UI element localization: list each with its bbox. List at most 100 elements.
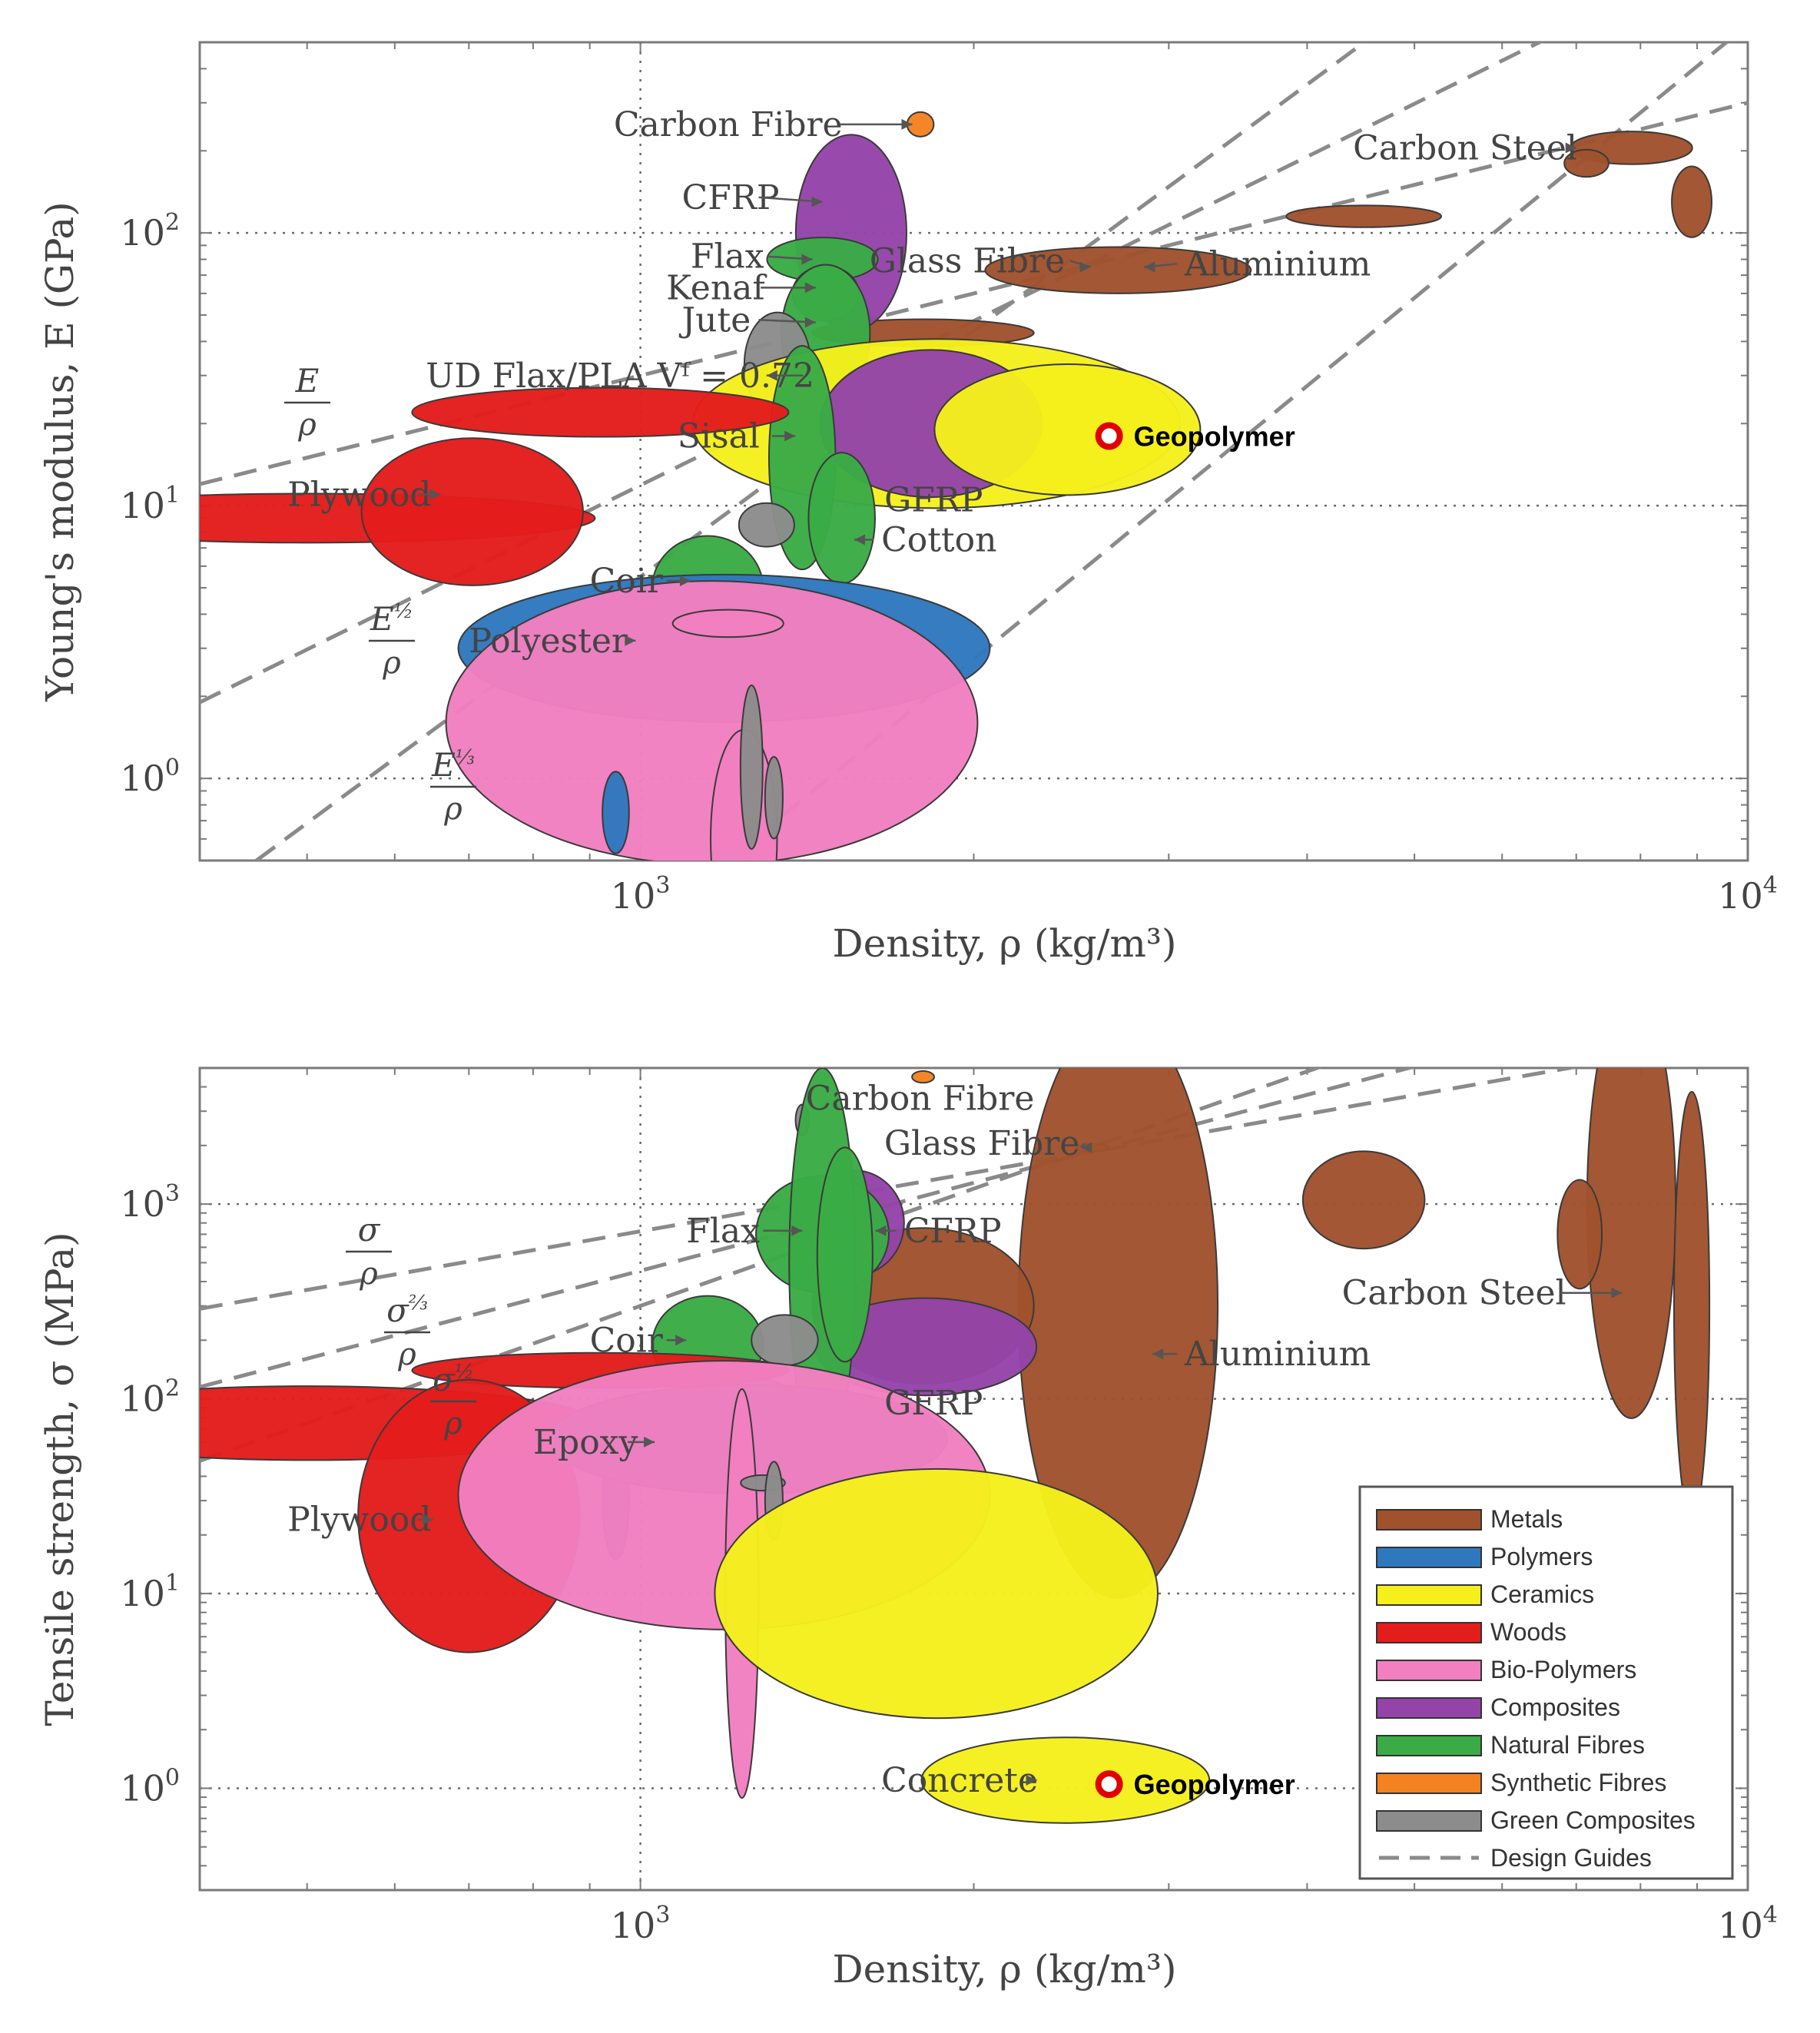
legend-swatch: [1376, 1697, 1482, 1719]
guide-label-denominator: ρ: [359, 1256, 378, 1292]
label-carbon-steel: Carbon Steel: [1342, 1274, 1566, 1313]
guide-label-numerator: σ: [358, 1211, 381, 1249]
region-bio-polymers: [445, 580, 979, 861]
arrow-head: [675, 1335, 687, 1346]
arrow-head: [1144, 261, 1155, 273]
label-ud-flax-pla-v-0-72: UD Flax/PLA Vᶠ = 0.72: [426, 357, 814, 396]
arrow-head: [625, 635, 636, 646]
region-green-composites: [739, 684, 764, 850]
label-cotton: Cotton: [881, 520, 996, 559]
guide-label-g2: σ⅔ ρ: [384, 1292, 430, 1372]
guide-label-g2: E½ ρ: [369, 600, 415, 681]
legend-label: Natural Fibres: [1490, 1731, 1645, 1759]
region-metals: [1301, 1150, 1426, 1250]
region-metals: [1586, 1068, 1677, 1419]
legend: Metals Polymers Ceramics Woods Bio-Polymers C…: [1358, 1485, 1734, 1880]
guide-label-denominator: ρ: [397, 1337, 416, 1372]
label-coir: Coir: [590, 1321, 664, 1360]
x-axis-title: Density, ρ (kg/m³): [833, 921, 1177, 966]
y-axis-title: Young's modulus, E (GPa): [38, 201, 82, 701]
x-tick-label: 104: [1718, 872, 1778, 917]
label-polyester: Polyester: [469, 622, 628, 661]
legend-item-synthetic-fibres: Synthetic Fibres: [1376, 1769, 1666, 1796]
legend-swatch: [1376, 1622, 1482, 1643]
y-tick-label: 101: [120, 482, 180, 526]
arrow-head: [901, 118, 913, 130]
legend-item-bio-polymers: Bio-Polymers: [1376, 1656, 1636, 1683]
region-metals: [1672, 1090, 1711, 1521]
label-gfrp: GFRP: [884, 481, 983, 520]
arrow-head: [784, 430, 796, 442]
arrow-head: [804, 282, 816, 294]
guide-label-denominator: ρ: [443, 791, 462, 827]
label-glass-fibre: Glass Fibre: [870, 241, 1065, 280]
legend-swatch: [1376, 1810, 1482, 1832]
arrow-head: [422, 1514, 433, 1525]
label-aluminium: Aluminium: [1184, 244, 1371, 284]
arrow-head: [1152, 1348, 1164, 1360]
label-carbon-steel: Carbon Steel: [1353, 128, 1577, 167]
arrow-head: [1081, 1142, 1092, 1153]
x-tick-label: 104: [1718, 1902, 1778, 1946]
guide-label-numerator: σ½: [433, 1361, 474, 1398]
region-bio-polymers: [671, 609, 784, 638]
guide-label-g3: E⅓ ρ: [430, 746, 476, 827]
region-polymers: [602, 771, 630, 854]
legend-item-composites: Composites: [1376, 1693, 1620, 1721]
region-green-composites: [751, 1314, 819, 1367]
guide-label-g1: Eρ: [284, 362, 330, 443]
design-guide-line: [200, 1068, 1323, 1463]
x-axis-title: Density, ρ (kg/m³): [833, 1947, 1177, 1992]
region-ceramics: [714, 1468, 1159, 1720]
guide-label-g1: σρ: [346, 1211, 392, 1292]
chart-modulus-vs-density: 103 104 100 101 102 Density, ρ (kg/m³) Young's…: [38, 41, 1778, 966]
geopolymer-marker: [1095, 1770, 1123, 1799]
label-kenaf: Kenaf: [666, 268, 767, 307]
label-plywood: Plywood: [287, 475, 431, 514]
plot-content: [200, 42, 1748, 861]
legend-label: Design Guides: [1490, 1844, 1652, 1872]
label-glass-fibre: Glass Fibre: [884, 1124, 1079, 1163]
design-guide-line: [255, 42, 1368, 861]
region-metals: [1556, 1179, 1603, 1290]
label-gfrp: GFRP: [884, 1384, 983, 1423]
region-natural-fibres: [807, 452, 876, 585]
legend-swatch: [1376, 1660, 1482, 1681]
plot-content: [200, 1068, 1711, 1824]
legend-label: Green Composites: [1490, 1806, 1696, 1834]
region-natural-fibres: [816, 1146, 874, 1363]
arrow-head: [854, 534, 865, 546]
guide-label-denominator: ρ: [443, 1406, 462, 1441]
label-epoxy: Epoxy: [533, 1423, 638, 1462]
y-tick-label: 102: [120, 209, 180, 254]
legend-item-design-guides: Design Guides: [1379, 1844, 1652, 1872]
legend-label: Composites: [1490, 1693, 1620, 1721]
y-tick-label: 100: [120, 1764, 180, 1809]
x-tick-label: 103: [611, 872, 671, 917]
legend-item-natural-fibres: Natural Fibres: [1376, 1731, 1645, 1759]
arrow-head: [1611, 1287, 1623, 1298]
arrow-head: [429, 489, 441, 500]
y-tick-label: 100: [120, 754, 180, 799]
arrow-head: [801, 254, 813, 265]
arrow-head: [766, 370, 777, 381]
geopolymer-marker: [1095, 422, 1123, 450]
guide-label-numerator: E½: [370, 600, 413, 638]
legend-label: Polymers: [1490, 1543, 1593, 1570]
guide-label-g3: σ½ ρ: [430, 1361, 476, 1441]
label-coir: Coir: [590, 562, 664, 601]
legend-item-woods: Woods: [1376, 1618, 1566, 1646]
guide-label-numerator: E: [295, 362, 320, 400]
label-concrete: Concrete: [881, 1761, 1038, 1800]
arrow-head: [644, 1436, 655, 1448]
label-sisal: Sisal: [678, 417, 760, 456]
legend-label: Woods: [1490, 1618, 1566, 1646]
region-ceramics: [920, 1736, 1211, 1824]
region-metals: [1671, 165, 1712, 238]
arrow-head: [1079, 261, 1091, 273]
guide-label-numerator: σ⅔: [386, 1292, 428, 1329]
y-tick-label: 101: [120, 1570, 180, 1614]
y-axis-title: Tensile strength, σ (MPa): [38, 1232, 82, 1726]
legend-swatch: [1376, 1735, 1482, 1756]
region-metals: [1285, 204, 1443, 228]
